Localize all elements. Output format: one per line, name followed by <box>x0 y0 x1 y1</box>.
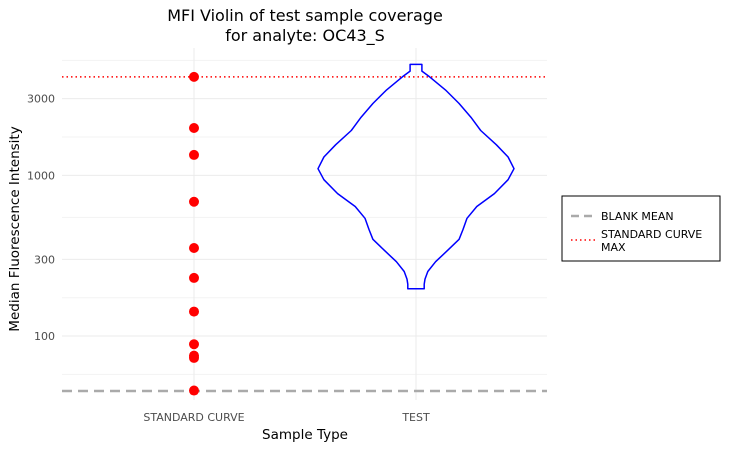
y-tick-label: 1000 <box>27 169 55 182</box>
grid <box>62 48 547 400</box>
x-axis-ticks: STANDARD CURVE TEST <box>143 411 430 424</box>
y-axis-title: Median Fluorescence Intensity <box>7 126 23 331</box>
legend-label-blank-mean: BLANK MEAN <box>601 210 674 223</box>
legend-label-standard-curve-max-line-1: STANDARD CURVE <box>601 228 702 241</box>
standard-curve-point-2 <box>189 350 199 361</box>
standard-curve-point-7 <box>189 196 199 207</box>
y-tick-label: 100 <box>34 330 55 343</box>
y-axis-ticks: 100 300 1000 3000 <box>27 93 55 343</box>
y-tick-label: 300 <box>34 253 55 266</box>
standard-curve-point-0 <box>189 385 199 396</box>
legend-label-standard-curve-max-line-2: MAX <box>601 241 626 254</box>
x-tick-label: TEST <box>401 411 430 424</box>
reference-lines <box>62 76 547 393</box>
standard-curve-point-10 <box>189 71 199 82</box>
standard-curve-points <box>189 71 199 396</box>
standard-curve-point-4 <box>189 306 199 317</box>
legend-box <box>561 195 721 262</box>
standard-curve-point-9 <box>189 123 199 134</box>
x-tick-label: STANDARD CURVE <box>143 411 244 424</box>
chart-title-line-2: for analyte: OC43_S <box>225 26 385 46</box>
chart-title-line-1: MFI Violin of test sample coverage <box>167 6 443 25</box>
test-violin-group <box>317 63 515 290</box>
y-tick-label: 3000 <box>27 93 55 106</box>
x-axis-title: Sample Type <box>262 427 348 443</box>
test-violin <box>317 63 515 290</box>
standard-curve-point-5 <box>189 272 199 283</box>
standard-curve-point-6 <box>189 243 199 254</box>
standard-curve-point-8 <box>189 149 199 160</box>
standard-curve-point-3 <box>189 339 199 350</box>
legend: BLANK MEAN STANDARD CURVE MAX <box>561 195 721 262</box>
